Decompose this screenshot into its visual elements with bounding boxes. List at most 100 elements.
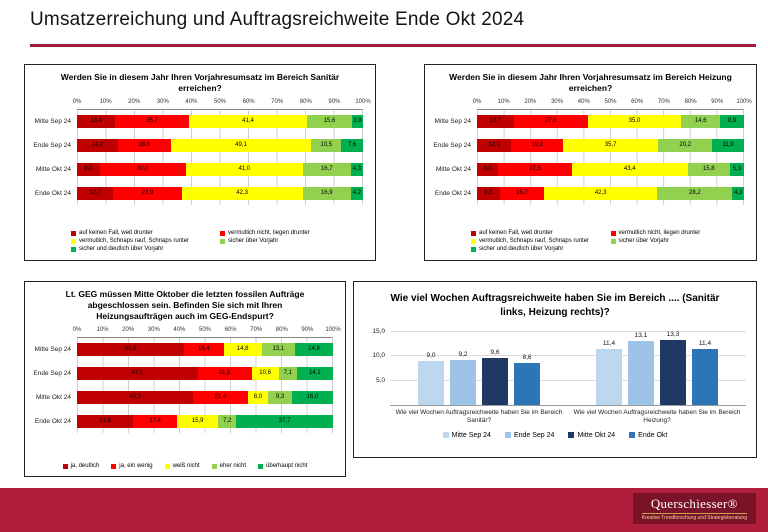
bar-segment: 15,8 xyxy=(687,162,730,176)
chart-row: Mitte Okt 24 8,0 30,0 41,0 16,7 4,3 xyxy=(31,157,369,181)
bar-segment: 14,8 xyxy=(295,342,333,356)
bar-segment: 16,9 xyxy=(302,186,351,200)
bar-segment: 7,1 xyxy=(278,366,297,380)
legend-item: überhaupt nicht xyxy=(258,463,307,469)
legend-label: vermutlich nicht, liegen drunter xyxy=(228,230,310,236)
x-tick-label: 0% xyxy=(472,99,482,106)
panel-heizung-chart: Werden Sie in diesem Jahr Ihren Vorjahre… xyxy=(424,64,757,261)
x-tick-label: 70% xyxy=(271,99,284,106)
stacked-chart-heizung: Werden Sie in diesem Jahr Ihren Vorjahre… xyxy=(425,65,756,260)
chart-row: Ende Okt 24 21,8 17,4 15,9 7,2 37,7 xyxy=(31,409,339,433)
chart-row: Ende Sep 24 14,2 18,6 49,1 10,5 7,6 xyxy=(31,133,369,157)
legend-item: Mitte Okt 24 xyxy=(568,432,615,439)
stacked-bar: 21,8 17,4 15,9 7,2 37,7 xyxy=(77,414,333,428)
stacked-bar: 47,1 21,1 10,6 7,1 14,1 xyxy=(77,366,333,380)
segment-value: 8,5 xyxy=(484,190,493,197)
legend-swatch xyxy=(471,238,476,244)
x-tick-label: 20% xyxy=(524,99,537,106)
segment-value: 14,1 xyxy=(309,370,321,377)
axis-spacer xyxy=(31,98,77,108)
bar-segment: 3,9 xyxy=(351,114,363,128)
bar-value: 8,6 xyxy=(522,354,532,362)
legend-label: Ende Sep 24 xyxy=(513,431,555,439)
legend-label: sicher über Vorjahr xyxy=(618,238,669,244)
segment-value: 9,3 xyxy=(275,394,285,401)
bar-rows: Mitte Sep 24 13,7 27,8 35,0 14,6 8,9 Ende Sep … xyxy=(431,109,750,205)
segment-value: 15,9 xyxy=(191,418,204,425)
bar-segment: 21,4 xyxy=(192,390,248,404)
legend-swatch xyxy=(220,238,225,244)
bar-segment: 28,2 xyxy=(657,186,733,200)
x-tick-label: 40% xyxy=(185,99,198,106)
segment-value: 16,0 xyxy=(306,394,319,401)
bar-segment: 41,9 xyxy=(77,342,185,356)
bar-segment: 10,5 xyxy=(311,138,342,152)
plot-area: Mitte Sep 24 13,4 25,7 41,4 15,6 3,9 Ende Sep … xyxy=(31,109,369,206)
legend-swatch xyxy=(220,230,225,236)
chart-row: Mitte Sep 24 13,7 27,8 35,0 14,6 8,9 xyxy=(431,109,750,133)
bar-segment: 35,0 xyxy=(587,114,682,128)
bar-segment: 41,4 xyxy=(188,114,308,128)
gridline xyxy=(390,379,746,381)
x-tick-label: 100% xyxy=(325,327,341,334)
bar-segment: 9,3 xyxy=(268,390,292,404)
x-axis: 0% 10% 20% 30% 40% 50% 60% 70% 80% 90% 100% xyxy=(473,98,752,108)
legend-swatch xyxy=(471,246,476,252)
bar: 9,0 xyxy=(418,352,444,405)
segment-value: 42,3 xyxy=(594,190,607,197)
x-tick-label: 10% xyxy=(99,99,112,106)
x-tick-label: 0% xyxy=(72,327,82,334)
x-tick-label: 50% xyxy=(213,99,227,106)
footer-band: Querschiesser® Kreative Trendforschung u… xyxy=(0,488,768,532)
x-tick-label: 80% xyxy=(684,99,697,106)
stacked-bar: 8,0 27,5 43,4 15,8 5,3 xyxy=(477,162,744,176)
category-label: Ende Okt 24 xyxy=(34,417,71,425)
x-tick-label: 30% xyxy=(147,327,160,334)
bar-segment: 21,8 xyxy=(77,414,133,428)
x-axis-row: 0% 10% 20% 30% 40% 50% 60% 70% 80% 90% 100% xyxy=(31,326,341,336)
x-tick-label: 80% xyxy=(275,327,288,334)
segment-value: 14,2 xyxy=(91,142,104,149)
stacked-bar: 13,4 25,7 41,4 15,6 3,9 xyxy=(77,114,363,128)
legend-item: sicher und deutlich über Vorjahr xyxy=(471,246,611,252)
bar-segment: 27,8 xyxy=(513,114,588,128)
stacked-bar: 41,9 15,4 14,8 13,1 14,8 xyxy=(77,342,333,356)
x-tick-label: 50% xyxy=(198,327,212,334)
x-tick-label: 50% xyxy=(604,99,617,106)
bar-segment: 21,1 xyxy=(197,366,252,380)
legend: auf keinen Fall, weit drunter vermutlich … xyxy=(31,229,369,255)
legend-item: vermutlich, Schnaps rauf, Schnaps runter xyxy=(471,238,611,244)
x-tick-label: 80% xyxy=(299,99,312,106)
x-tick-label: 30% xyxy=(156,99,169,106)
bar-segment: 8,0 xyxy=(247,390,269,404)
x-tick-label: 90% xyxy=(711,99,724,106)
legend-swatch xyxy=(610,238,616,244)
segment-value: 7,6 xyxy=(347,142,357,149)
category-label: Mitte Okt 24 xyxy=(435,165,471,173)
bar-segment: 37,7 xyxy=(236,414,333,428)
stacked-bar: 8,0 30,0 41,0 16,7 4,3 xyxy=(77,162,363,176)
legend-item: Mitte Sep 24 xyxy=(442,432,491,439)
bar: 13,3 xyxy=(660,331,686,405)
chart-title: Lt. GEG müssen Mitte Oktober die letzten… xyxy=(65,289,305,322)
segment-value: 14,8 xyxy=(236,346,249,353)
x-tick-label: 10% xyxy=(96,327,109,334)
bar-segment: 8,5 xyxy=(477,186,500,200)
legend-label: vermutlich nicht, liegen drunter xyxy=(618,230,701,236)
legend-item: ja, deutlich xyxy=(62,463,99,469)
gridline xyxy=(390,355,746,357)
bar-groups: 9,0 9,2 9,6 8,6 11,4 13,1 13,3 11,4 xyxy=(390,327,746,405)
chart-row: Mitte Sep 24 13,4 25,7 41,4 15,6 3,9 xyxy=(31,109,369,133)
x-tick-label: 30% xyxy=(551,99,564,106)
category-label: Ende Okt 24 xyxy=(434,189,471,197)
bar-value: 11,4 xyxy=(602,340,616,348)
category-label: Mitte Sep 24 xyxy=(34,345,72,353)
legend-swatch xyxy=(62,463,68,469)
category-label: Mitte Sep 24 xyxy=(34,117,72,125)
bar-segment: 11,9 xyxy=(712,138,744,152)
segment-value: 21,1 xyxy=(218,370,231,377)
bar-value: 13,1 xyxy=(634,332,648,340)
segment-value: 15,4 xyxy=(198,346,210,353)
segment-value: 18,6 xyxy=(138,142,151,149)
x-axis-row: 0% 10% 20% 30% 40% 50% 60% 70% 80% 90% 100% xyxy=(31,98,371,108)
